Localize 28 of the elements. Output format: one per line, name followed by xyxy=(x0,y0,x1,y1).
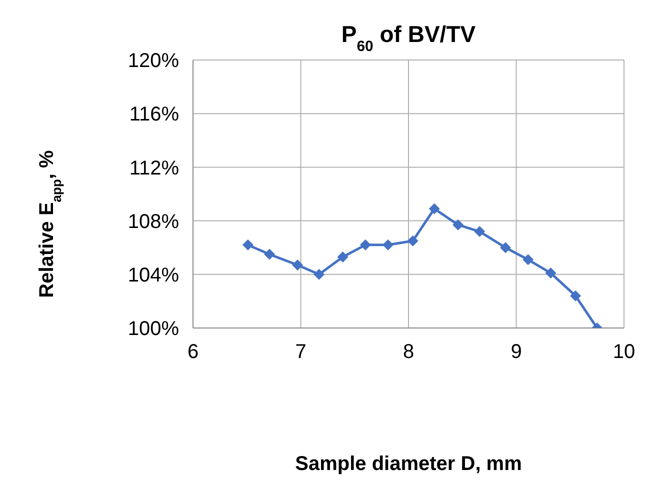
x-tick-label: 8 xyxy=(402,341,414,364)
point xyxy=(428,203,440,214)
point xyxy=(500,242,511,254)
point xyxy=(382,239,394,250)
point xyxy=(570,290,582,302)
point xyxy=(474,226,486,238)
x-tick-label: 6 xyxy=(187,341,199,364)
point xyxy=(292,260,304,271)
y-tick-label: 112% xyxy=(129,157,180,180)
x-axis-title: Sample diameter D, mm xyxy=(295,453,522,475)
y-tick-label: 116% xyxy=(129,104,180,126)
y-tick-label: 120% xyxy=(128,50,180,72)
point xyxy=(337,251,348,262)
chart-title: P$_{60}$ of BV/TV xyxy=(341,21,476,54)
x-tick-label: 10 xyxy=(612,341,636,364)
y-tick-label: 100% xyxy=(128,318,180,340)
x-tick-label: 7 xyxy=(295,341,306,364)
y-tick-label: 108% xyxy=(128,210,180,233)
y-tick-label: 104% xyxy=(128,264,180,286)
point xyxy=(360,239,371,250)
point xyxy=(545,268,556,279)
point xyxy=(452,219,464,230)
point xyxy=(522,254,534,266)
point xyxy=(242,239,254,250)
point xyxy=(314,268,325,280)
point xyxy=(264,248,276,260)
point xyxy=(407,235,418,246)
x-tick-label: 9 xyxy=(510,341,522,364)
